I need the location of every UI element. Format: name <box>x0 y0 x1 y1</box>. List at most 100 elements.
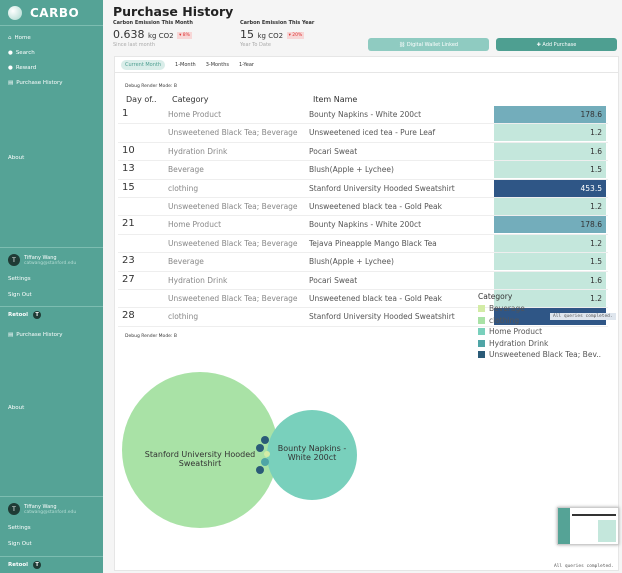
cell-value-bar: 1.5 <box>494 161 606 179</box>
bubble-label-big: Stanford University Hooded Sweatshirt <box>144 450 256 468</box>
cell-item: Tejava Pineapple Mango Black Tea <box>309 238 437 248</box>
table-row[interactable]: 10 Hydration Drink Pocari Sweat 1.6 <box>118 142 608 162</box>
tab-1-year[interactable]: 1-Year <box>238 61 254 68</box>
sidebar-nav: ⌂ Home ● Search ● Reward ▤ Purchase Hist… <box>0 26 103 94</box>
cell-item: Pocari Sweat <box>309 275 358 285</box>
cell-item: Blush(Apple + Lychee) <box>309 165 394 175</box>
stat-unit: kg CO2 <box>148 32 174 40</box>
bubble-black-tea[interactable] <box>261 436 269 444</box>
app-name: CARBO <box>30 5 80 20</box>
legend-swatch <box>478 316 485 324</box>
cell-category: Unsweetened Black Tea; Beverage <box>168 294 298 303</box>
cell-day: 28 <box>122 310 135 322</box>
bubble-label-small: Bounty Napkins - White 200ct <box>277 444 347 462</box>
legend-item[interactable]: Hydration Drink <box>478 338 601 350</box>
legend-label: Hydration Drink <box>489 338 549 348</box>
legend-item[interactable]: Beverage <box>478 303 601 315</box>
signout-link[interactable]: Sign Out <box>8 292 32 298</box>
cell-value-bar: 1.2 <box>494 234 606 252</box>
col-item[interactable]: Item Name <box>313 95 358 104</box>
bubble-chart <box>122 372 357 528</box>
stat-month: Carbon Emission This Month 0.638 kg CO2 … <box>113 20 193 48</box>
legend-item[interactable]: Home Product <box>478 326 601 338</box>
minimap-thumbnail[interactable] <box>557 507 619 545</box>
table-row[interactable]: 15 clothing Stanford University Hooded Swe… <box>118 179 608 198</box>
table-row[interactable]: Unsweetened Black Tea; Beverage Unsweeten… <box>118 198 608 217</box>
table-row[interactable]: 23 Beverage Blush(Apple + Lychee) 1.5 <box>118 253 608 272</box>
table-row[interactable]: 27 Hydration Drink Pocari Sweat 1.6 <box>118 271 608 290</box>
bubble-hydration[interactable] <box>261 458 269 466</box>
sidebar-item-reward[interactable]: ● Reward <box>8 64 37 71</box>
label: Reward <box>15 64 37 71</box>
cell-value-bar: 1.2 <box>494 290 606 307</box>
legend-item[interactable]: Unsweetened Black Tea; Bev.. <box>478 349 601 361</box>
table-row[interactable]: 21 Home Product Bounty Napkins - White 200… <box>118 216 608 235</box>
bubble-black-tea[interactable] <box>256 444 264 452</box>
about-link[interactable]: About <box>8 155 25 161</box>
cell-item: Bounty Napkins - White 200ct <box>309 220 422 230</box>
label: Purchase History <box>16 79 63 86</box>
tab-3-months[interactable]: 3-Months <box>205 61 229 68</box>
bubble-home-product[interactable] <box>267 410 357 500</box>
label: Home <box>14 34 31 41</box>
tab-1-month[interactable]: 1-Month <box>175 61 196 68</box>
debug-label: Debug Render Mode: B <box>125 334 177 339</box>
retool-label: Retool <box>8 312 29 318</box>
sidebar-item-purchase-history[interactable]: ▤ Purchase History <box>8 331 63 338</box>
settings-link[interactable]: Settings <box>8 525 31 531</box>
cell-item: Stanford University Hooded Sweatshirt <box>309 183 455 193</box>
cell-day: 27 <box>122 273 135 285</box>
stat-year: Carbon Emission This Year 15 kg CO2 ▾ 20… <box>240 20 314 48</box>
stat-sub: Year To Date <box>240 42 271 48</box>
cell-item: Unsweetened black tea - Gold Peak <box>309 294 442 303</box>
table-row[interactable]: 1 Home Product Bounty Napkins - White 200c… <box>118 106 608 125</box>
stat-badge: ▾ 8% <box>177 31 192 39</box>
cell-item: Pocari Sweat <box>309 146 358 156</box>
settings-link[interactable]: Settings <box>8 276 31 282</box>
table-row[interactable]: 13 Beverage Blush(Apple + Lychee) 1.5 <box>118 161 608 180</box>
table-row[interactable]: Unsweetened Black Tea; Beverage Unsweeten… <box>118 124 608 143</box>
sidebar-duplicate: ▤ Purchase History About T Tiffany Wang ca… <box>0 323 103 573</box>
stat-label: Carbon Emission This Year <box>240 20 315 26</box>
legend-item[interactable]: clothing <box>478 315 601 327</box>
col-category[interactable]: Category <box>172 95 209 104</box>
cell-value-bar: 178.6 <box>494 216 606 234</box>
cell-day: 21 <box>122 218 135 230</box>
cell-item: Unsweetened iced tea - Pure Leaf <box>309 128 436 138</box>
user-section: T Tiffany Wang catwang@stanford.edu Settin… <box>0 247 103 304</box>
sidebar: CARBO ⌂ Home ● Search ● Reward ▤ Purchas… <box>0 0 103 323</box>
sidebar-item-search[interactable]: ● Search <box>8 49 35 56</box>
legend-title: Category <box>478 292 513 301</box>
query-toast: All queries completed. <box>550 313 616 320</box>
cell-day: 1 <box>122 108 129 119</box>
stat-value: 15 <box>240 28 254 41</box>
cell-value-bar: 1.5 <box>494 253 606 271</box>
signout-link[interactable]: Sign Out <box>8 541 32 547</box>
stat-badge: ▾ 20% <box>286 31 305 39</box>
cell-item: Stanford University Hooded Sweatshirt <box>309 312 455 322</box>
bubble-beverage[interactable] <box>264 451 270 457</box>
table-row[interactable]: Unsweetened Black Tea; Beverage Unsweeten… <box>118 290 608 309</box>
cell-category: Beverage <box>168 257 204 267</box>
user-email: catwang@stanford.edu <box>24 260 77 266</box>
cell-item: Bounty Napkins - White 200ct <box>309 110 422 119</box>
about-link[interactable]: About <box>8 405 25 411</box>
brand[interactable]: CARBO <box>0 0 103 26</box>
stat-sub: Since last month <box>113 42 155 48</box>
retool-bar[interactable]: Retool T <box>0 556 103 573</box>
tab-current-month[interactable]: Current Month <box>121 59 166 70</box>
digital-wallet-button[interactable]: ⛓ Digital Wallet Linked <box>368 38 489 51</box>
cell-category: Hydration Drink <box>168 146 228 156</box>
bubble-black-tea[interactable] <box>256 466 264 474</box>
cell-value-bar: 1.6 <box>494 142 606 160</box>
table-row[interactable]: Unsweetened Black Tea; Beverage Tejava Pi… <box>118 234 608 254</box>
retool-label: Retool <box>8 562 29 568</box>
cell-day: 15 <box>122 181 135 193</box>
add-purchase-button[interactable]: ✚ Add Purchase <box>496 38 617 51</box>
retool-bar[interactable]: Retool T <box>0 306 103 323</box>
col-day[interactable]: Day of.. <box>126 95 157 104</box>
stat-label: Carbon Emission This Month <box>113 20 193 26</box>
sidebar-item-purchase-history[interactable]: ▤ Purchase History <box>8 79 63 86</box>
sidebar-item-home[interactable]: ⌂ Home <box>8 34 31 41</box>
bubble-clothing[interactable] <box>122 372 278 528</box>
